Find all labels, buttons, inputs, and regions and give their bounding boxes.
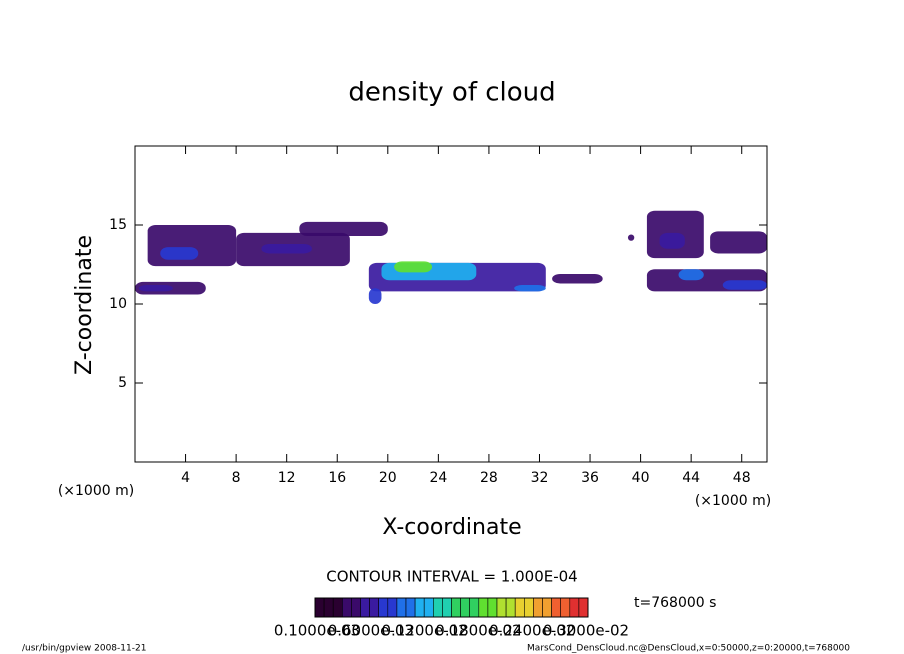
colorbar-cell: [442, 597, 452, 618]
y-tick-label: 15: [109, 217, 127, 233]
time-label: t=768000 s: [634, 595, 716, 611]
cloud-patch: [710, 231, 767, 254]
colorbar-cell: [533, 597, 543, 618]
x-tick-label: 28: [480, 470, 498, 486]
x-tick-label: 44: [682, 470, 700, 486]
colorbar-cell: [551, 597, 561, 618]
x-tick-label: 20: [379, 470, 397, 486]
colorbar-label: 0.3000e-02: [543, 622, 629, 640]
x-tick-label: 8: [232, 470, 241, 486]
plot-frame: [134, 145, 768, 463]
x-tick-label: 24: [429, 470, 447, 486]
colorbar-cell: [560, 597, 571, 618]
colorbar-label: 0.2400e-02: [489, 622, 575, 640]
colorbar-cell: [423, 597, 434, 618]
colorbar-cell: [432, 597, 443, 618]
footer-left: /usr/bin/gpview 2008-11-21: [22, 644, 146, 654]
colorbar-cell: [523, 597, 534, 618]
cloud-patch: [514, 285, 546, 292]
colorbar-cell: [569, 597, 580, 618]
colorbar-cell: [487, 597, 498, 618]
colorbar-cell: [469, 597, 480, 618]
x-tick-label: 32: [531, 470, 549, 486]
cloud-patch: [368, 288, 382, 304]
cloud-patch: [552, 273, 603, 284]
cloud-patch: [147, 225, 237, 267]
y-tick-label: 5: [118, 375, 127, 391]
colorbar-cell: [451, 597, 461, 618]
x-tick-label: 12: [278, 470, 296, 486]
x-unit-label: (×1000 m): [58, 483, 134, 499]
colorbar-frame: [314, 597, 589, 618]
contour-interval: CONTOUR INTERVAL = 1.000E-04: [326, 568, 577, 586]
colorbar-cell: [323, 597, 334, 618]
colorbar-label: 0.1800e-02: [435, 622, 521, 640]
colorbar-cell: [387, 597, 398, 618]
colorbar-cell: [351, 597, 361, 618]
colorbar-cell: [369, 597, 380, 618]
cloud-patch: [678, 269, 704, 281]
colorbar-cell: [542, 597, 552, 618]
x-tick-label: 4: [181, 470, 190, 486]
cloud-patch: [261, 243, 312, 254]
cloud-patch: [627, 234, 635, 241]
colorbar-cell: [396, 597, 407, 618]
x-tick-label: 16: [328, 470, 346, 486]
colorbar-cell: [460, 597, 471, 618]
cloud-patch: [160, 247, 199, 260]
colorbar-label: 0.1200e-02: [381, 622, 467, 640]
chart-title: density of cloud: [348, 78, 555, 108]
cloud-patch: [299, 221, 388, 237]
colorbar-label: 0.6000e-03: [328, 622, 414, 640]
cloud-patch: [394, 261, 433, 273]
colorbar-cell: [414, 597, 425, 618]
colorbar-cell: [332, 597, 343, 618]
colorbar-cell: [378, 597, 389, 618]
colorbar-cell: [496, 597, 507, 618]
colorbar-cell: [360, 597, 370, 618]
colorbar-cell: [578, 597, 589, 618]
footer-right: MarsCond_DensCloud.nc@DensCloud,x=0:5000…: [527, 644, 850, 654]
colorbar-cell: [341, 597, 352, 618]
x-unit-label: (×1000 m): [695, 493, 771, 509]
colorbar-label: 0.1000e-03: [274, 622, 360, 640]
y-tick-label: 10: [109, 296, 127, 312]
x-tick-label: 40: [632, 470, 650, 486]
cloud-patch: [138, 285, 173, 292]
colorbar-cell: [514, 597, 525, 618]
colorbar-cell: [478, 597, 489, 618]
y-axis-label: Z-coordinate: [72, 235, 97, 375]
x-tick-label: 36: [581, 470, 599, 486]
colorbar-cell: [314, 597, 325, 618]
x-tick-label: 48: [733, 470, 751, 486]
x-axis-label: X-coordinate: [382, 515, 521, 540]
cloud-patch: [659, 232, 685, 249]
colorbar-cell: [505, 597, 516, 618]
cloud-patch: [722, 280, 767, 290]
colorbar-cell: [405, 597, 416, 618]
